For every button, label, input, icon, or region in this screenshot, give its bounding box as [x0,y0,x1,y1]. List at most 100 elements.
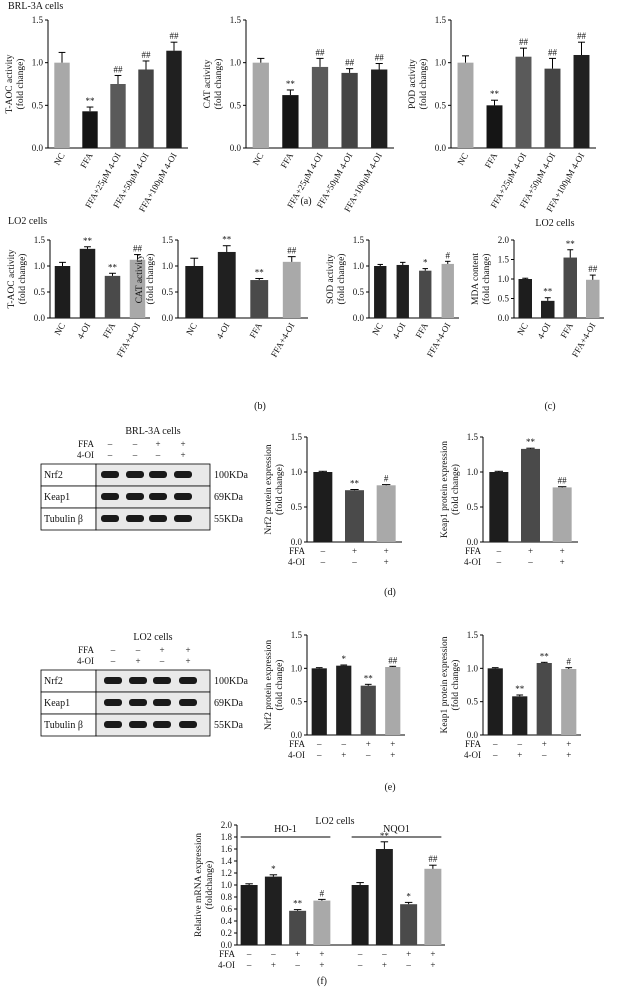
y-axis-label: Keap1 protein expression [440,441,450,538]
x-tick-label: NC [370,321,385,337]
x-tick-label: 4-OI [214,321,231,341]
y-tick-label: 1.0 [467,663,479,673]
chart-title: LO2 cells [8,216,47,227]
blot-band [104,677,122,684]
x-tick-label: NC [251,151,266,167]
treatment-cell: – [492,750,498,760]
treatment-label: 4-OI [77,656,94,666]
treatment-cell: + [528,546,533,556]
y-axis-label-unit: (fold change) [17,254,28,305]
panel-label-e: (e) [384,782,395,793]
y-tick-label: 1.2 [221,868,232,878]
treatment-cell: – [246,960,252,970]
y-tick-label: 1.5 [32,15,44,25]
y-tick-label: 0.5 [467,502,479,512]
treatment-cell: + [341,750,346,760]
blot-band [101,515,119,522]
molecular-weight-label: 100KDa [214,470,248,481]
treatment-cell: + [430,949,435,959]
y-tick-label: 0.4 [221,916,233,926]
treatment-label: FFA [289,546,305,556]
y-tick-label: 0.6 [221,904,233,914]
y-tick-label: 0.8 [221,892,233,902]
significance-mark: ## [287,246,297,256]
treatment-cell: + [159,645,164,655]
treatment-cell: – [316,739,322,749]
y-tick-label: 2.0 [498,235,510,245]
treatment-cell: – [405,960,411,970]
bar [396,264,409,318]
y-tick-label: 1.5 [435,15,447,25]
treatment-cell: + [384,557,389,567]
treatment-cell: – [107,450,113,460]
y-tick-label: 1.5 [291,432,303,442]
treatment-label: 4-OI [288,557,305,567]
treatment-cell: + [185,656,190,666]
y-tick-label: 1.5 [498,255,510,265]
bar [371,69,388,148]
bar [376,485,396,542]
group-label: HO-1 [274,824,297,835]
x-tick-label: FFA+4-OI [115,321,143,359]
treatment-cell: + [155,439,160,449]
y-axis-label-unit: (fold change) [418,59,429,110]
y-tick-label: 0.0 [32,143,44,153]
y-tick-label: 1.8 [221,832,233,842]
y-axis-label-unit: (fold change) [336,254,347,305]
treatment-cell: – [351,557,357,567]
y-tick-label: 0.0 [291,730,303,740]
molecular-weight-label: 69KDa [214,492,243,503]
y-axis-label-unit: (foldchange) [204,861,215,910]
y-tick-label: 1.5 [291,630,303,640]
blot-band [174,471,192,478]
blot-band [153,677,171,684]
significance-mark: ## [345,58,355,68]
treatment-label: FFA [219,949,235,959]
bar [289,910,307,945]
y-axis-label: Keap1 protein expression [440,636,450,733]
chart-e1: 0.0 0.5 1.0 1.5 Nrf2 protein expression (fold… [263,630,405,760]
bar [374,266,387,318]
significance-mark: # [320,888,325,898]
significance-mark: ** [566,239,576,249]
treatment-cell: – [110,656,116,666]
bar [282,95,299,148]
significance-mark: ## [133,244,143,254]
treatment-cell: + [180,450,185,460]
blot-band [129,699,147,706]
y-axis-label-unit: (fold change) [213,59,224,110]
y-tick-label: 0.0 [34,313,46,323]
y-tick-label: 1.0 [34,261,46,271]
treatment-cell: + [135,656,140,666]
y-tick-label: 0.2 [221,928,232,938]
treatment-cell: – [107,439,113,449]
y-tick-label: 0.5 [34,287,46,297]
y-tick-label: 0.0 [467,730,479,740]
significance-mark: ** [380,831,390,841]
x-tick-label: FFA [247,321,264,340]
bar [424,868,442,945]
y-tick-label: 0.0 [221,940,233,950]
x-tick-label: FFA [483,151,500,170]
bar [282,261,301,318]
treatment-cell: + [352,546,357,556]
treatment-cell: + [319,949,324,959]
y-tick-label: 0.5 [353,287,365,297]
blot-band [149,471,167,478]
bar [457,62,474,148]
blot-row-label: Keap1 [44,492,70,503]
significance-mark: # [567,657,572,667]
significance-mark: ** [364,673,374,683]
x-tick-label: 4-OI [535,321,552,341]
treatment-cell: – [496,557,502,567]
bar [552,487,572,542]
x-tick-label: FFA [558,321,575,340]
y-tick-label: 0.0 [162,313,174,323]
treatment-cell: + [271,960,276,970]
blot-title: LO2 cells [133,632,172,643]
bar [518,279,532,318]
treatment-cell: + [566,739,571,749]
y-tick-label: 0.5 [291,697,303,707]
treatment-label: 4-OI [77,450,94,460]
